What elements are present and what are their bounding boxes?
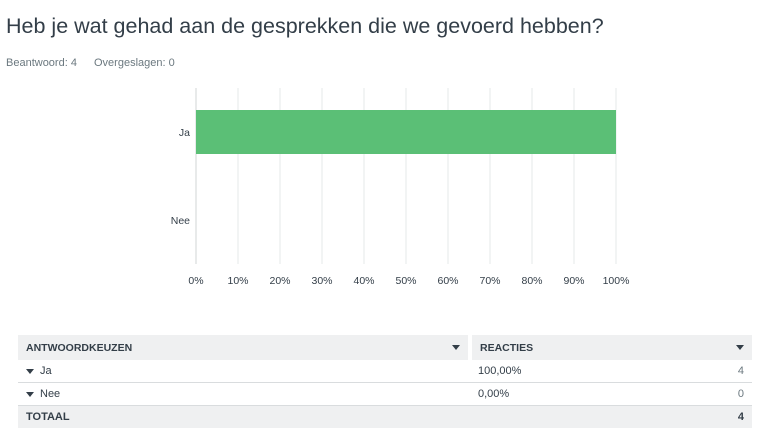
x-tick-label: 100% <box>603 275 630 287</box>
x-tick-label: 20% <box>269 275 290 287</box>
row-count: 0 <box>737 388 744 400</box>
x-tick-label: 50% <box>395 275 416 287</box>
response-meta: Beantwoord: 4 Overgeslagen: 0 <box>6 57 189 69</box>
category-label: Ja <box>179 127 190 139</box>
x-tick-label: 0% <box>188 275 203 287</box>
row-label: Ja <box>40 365 52 378</box>
header-choice-label: ANTWOORDKEUZEN <box>26 341 133 354</box>
row-percent: 0,00% <box>478 388 510 400</box>
bar-ja <box>196 110 616 154</box>
answered-count: Beantwoord: 4 <box>6 57 77 69</box>
chevron-down-icon[interactable] <box>452 345 460 350</box>
row-count: 4 <box>737 365 744 377</box>
header-choice[interactable]: ANTWOORDKEUZEN <box>18 335 472 360</box>
row-percent: 100,00% <box>478 365 522 377</box>
total-responses: 4 <box>470 405 752 428</box>
row-choice[interactable]: Nee <box>18 382 470 406</box>
x-tick-label: 90% <box>563 275 584 287</box>
chevron-down-icon[interactable] <box>736 345 744 350</box>
x-tick-label: 60% <box>437 275 458 287</box>
question-title: Heb je wat gehad aan de gesprekken die w… <box>6 14 604 38</box>
x-tick-label: 80% <box>521 275 542 287</box>
table-row: Nee 0,00% 0 <box>18 382 752 406</box>
row-choice[interactable]: Ja <box>18 360 470 383</box>
answers-table: ANTWOORDKEUZEN REACTIES Ja <box>18 335 752 428</box>
chevron-down-icon[interactable] <box>26 368 34 374</box>
category-label: Nee <box>171 215 190 227</box>
x-tick-label: 10% <box>227 275 248 287</box>
skipped-count: Overgeslagen: 0 <box>94 57 175 69</box>
x-tick-label: 40% <box>353 275 374 287</box>
table-row: Ja 100,00% 4 <box>18 360 752 383</box>
x-tick-label: 30% <box>311 275 332 287</box>
bar-chart: 0% 10% 20% 30% 40% 50% 60% 70% 80% 90% 100% Ja Nee <box>171 88 630 287</box>
header-responses[interactable]: REACTIES <box>470 335 752 360</box>
total-label: TOTAAL <box>18 405 470 428</box>
header-responses-label: REACTIES <box>480 341 534 354</box>
total-row: TOTAAL 4 <box>18 405 752 428</box>
row-responses: 100,00% 4 <box>470 360 752 383</box>
row-responses: 0,00% 0 <box>470 382 752 406</box>
chevron-down-icon[interactable] <box>26 391 34 397</box>
x-tick-label: 70% <box>479 275 500 287</box>
total-count: 4 <box>737 411 744 423</box>
row-label: Nee <box>40 388 61 401</box>
